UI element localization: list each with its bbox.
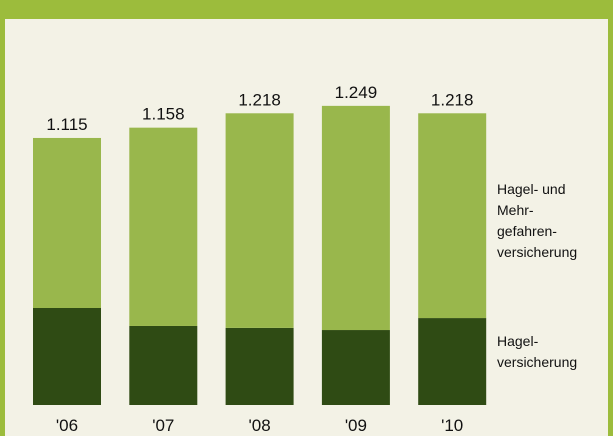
bar-segment xyxy=(225,327,294,405)
bar-segment xyxy=(225,113,294,328)
bar-segment xyxy=(129,325,198,405)
bar-segment xyxy=(129,127,198,326)
x-tick-label: '07 xyxy=(152,416,174,435)
total-label: 1.249 xyxy=(335,83,378,102)
legend-entry: Hagel- versicherung xyxy=(497,333,578,370)
total-label: 1.218 xyxy=(238,90,281,109)
x-tick-label: '08 xyxy=(249,416,271,435)
frame-left xyxy=(0,0,5,436)
bar-segment xyxy=(321,330,390,405)
total-label: 1.218 xyxy=(431,90,474,109)
frame-right xyxy=(608,0,613,436)
total-label: 1.115 xyxy=(46,115,87,134)
total-label: 1.158 xyxy=(142,105,185,124)
header-band xyxy=(0,0,613,19)
legend-entry: Hagel- und Mehr- gefahren- versicherung xyxy=(497,181,578,260)
x-tick-label: '09 xyxy=(345,416,367,435)
bar-segment xyxy=(418,318,487,405)
bar-segment xyxy=(33,308,101,405)
bar-segment xyxy=(321,105,390,331)
x-tick-label: '10 xyxy=(441,416,463,435)
bar-segment xyxy=(33,137,101,309)
x-tick-label: '06 xyxy=(56,416,78,435)
bar-segment xyxy=(418,113,487,319)
